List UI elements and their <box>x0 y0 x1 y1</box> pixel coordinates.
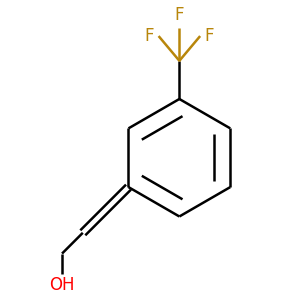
Text: F: F <box>145 27 154 45</box>
Text: F: F <box>205 27 214 45</box>
Text: F: F <box>175 6 184 24</box>
Text: OH: OH <box>49 277 75 295</box>
